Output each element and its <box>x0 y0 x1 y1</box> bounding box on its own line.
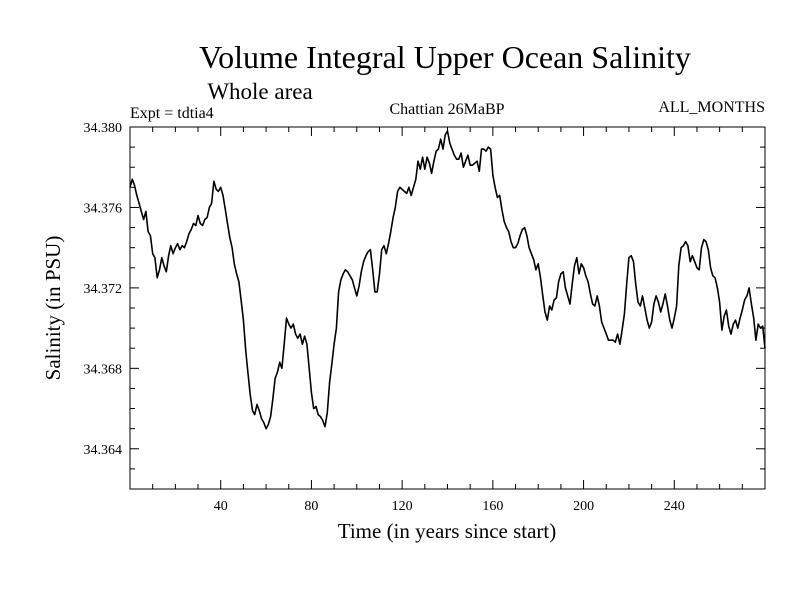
experiment-label: Expt = tdtia4 <box>130 105 214 122</box>
x-tick-label: 240 <box>664 499 685 514</box>
y-axis-label: Salinity (in PSU) <box>41 236 65 381</box>
x-tick-labels: 40 80 120 160 200 240 <box>214 499 685 514</box>
x-tick-label: 160 <box>482 499 503 514</box>
salinity-series-line <box>129 130 766 430</box>
x-tick-label: 40 <box>214 499 228 514</box>
y-tick-label: 34.364 <box>84 443 123 458</box>
y-tick-label: 34.372 <box>84 282 123 297</box>
plot-frame <box>129 126 766 490</box>
axis-ticks <box>130 127 765 489</box>
y-tick-label: 34.376 <box>84 201 123 216</box>
y-tick-labels: 34.364 34.368 34.372 34.376 34.380 <box>84 121 123 458</box>
months-label: ALL_MONTHS <box>658 99 765 116</box>
y-tick-label: 34.380 <box>84 121 123 136</box>
period-label: Chattian 26MaBP <box>389 101 504 118</box>
x-axis-label: Time (in years since start) <box>338 519 557 543</box>
x-tick-label: 120 <box>392 499 413 514</box>
chart-subtitle: Whole area <box>207 79 312 104</box>
y-tick-label: 34.368 <box>84 362 123 377</box>
x-tick-label: 200 <box>573 499 594 514</box>
chart-title: Volume Integral Upper Ocean Salinity <box>199 39 691 75</box>
x-tick-label: 80 <box>304 499 318 514</box>
